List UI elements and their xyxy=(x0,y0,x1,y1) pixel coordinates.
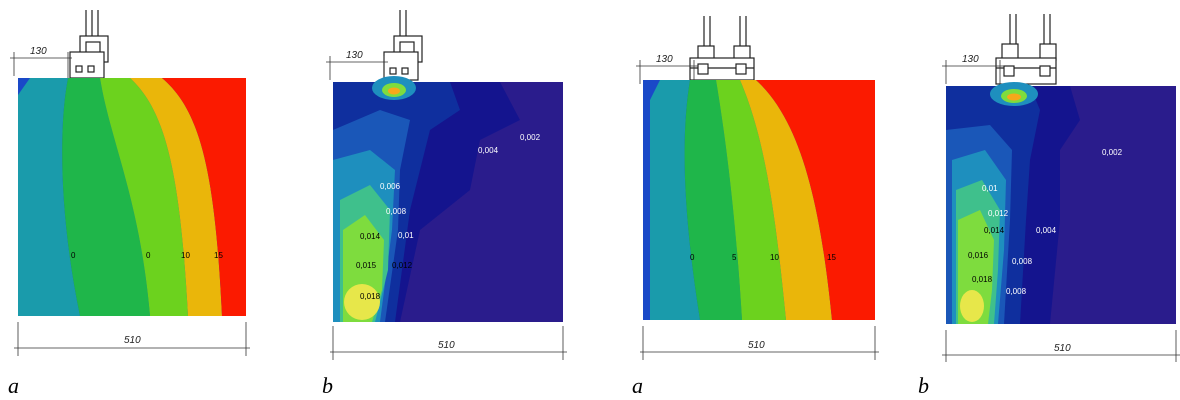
panel-caption: b xyxy=(322,373,333,398)
zone-3 xyxy=(716,80,786,320)
contour-label: 0,01 xyxy=(398,231,414,240)
contour-label: 0 xyxy=(71,251,76,260)
contour-label: 10 xyxy=(181,251,190,260)
contour-label: 0,004 xyxy=(1036,226,1057,235)
zone-4 xyxy=(740,80,832,320)
hotspot-core xyxy=(388,87,400,95)
bottom-dimension-text: 510 xyxy=(438,340,455,351)
contour-label: 0,012 xyxy=(988,209,1009,218)
contour-label: 0,012 xyxy=(392,261,413,270)
hotspot-core xyxy=(1007,93,1021,101)
zone-2 xyxy=(62,78,150,316)
zone-7 xyxy=(344,284,380,320)
panel-caption: a xyxy=(632,373,643,398)
contour-label: 0,008 xyxy=(1006,287,1027,296)
contour-label: 15 xyxy=(827,253,836,262)
top-dimension-2: 130 xyxy=(326,50,388,82)
top-dimension-4: 130 xyxy=(942,54,1004,86)
contour-label: 0,004 xyxy=(478,146,499,155)
window-frame-4 xyxy=(995,14,1057,85)
panel-caption: a xyxy=(8,373,19,398)
top-dimension-text: 130 xyxy=(656,54,673,65)
zone-7 xyxy=(960,290,984,322)
contour-label: 0,014 xyxy=(360,232,381,241)
zone-5 xyxy=(756,80,875,320)
contour-label: 0,018 xyxy=(972,275,993,284)
contour-label: 0,002 xyxy=(1102,148,1123,157)
zone-4 xyxy=(130,78,222,316)
contour-label: 0,016 xyxy=(968,251,989,260)
panel-2: 130 0,002 0,004 0,006 0,008 0,014 0,01 0… xyxy=(322,10,567,398)
top-dimension-3: 130 xyxy=(636,54,698,84)
top-dimension-1: 130 xyxy=(10,46,72,78)
top-dimension-text: 130 xyxy=(346,50,363,61)
contour-label: 0,002 xyxy=(520,133,541,142)
panel-caption: b xyxy=(918,373,929,398)
contour-label: 0,008 xyxy=(386,207,407,216)
bottom-dimension-2: 510 xyxy=(330,326,567,360)
panel-4: 130 0,002 0,01 0,012 0,014 0,004 0,016 0… xyxy=(918,14,1180,398)
humidity-field-2: 0,002 0,004 0,006 0,008 0,014 0,01 0,015… xyxy=(333,76,563,322)
temperature-field-3: 0 5 10 15 xyxy=(643,80,875,320)
zone-1 xyxy=(650,80,700,320)
panel-3: 130 0 5 10 15 510 a xyxy=(632,16,879,398)
contour-label: 0,008 xyxy=(1012,257,1033,266)
humidity-field-4: 0,002 0,01 0,012 0,014 0,004 0,016 0,008… xyxy=(946,82,1176,324)
window-frame-2 xyxy=(383,10,423,81)
temperature-field-1: 0 0 10 15 xyxy=(18,78,246,316)
zone-2 xyxy=(684,80,742,320)
zone-5 xyxy=(162,78,246,316)
zone-1 xyxy=(18,78,80,316)
contour-label: 0,018 xyxy=(360,292,381,301)
bottom-dimension-3: 510 xyxy=(640,326,879,360)
window-frame-1 xyxy=(69,10,109,79)
contour-label: 5 xyxy=(732,253,737,262)
contour-label: 0,014 xyxy=(984,226,1005,235)
bottom-dimension-text: 510 xyxy=(1054,343,1071,354)
bottom-dimension-text: 510 xyxy=(124,335,141,346)
bottom-dimension-text: 510 xyxy=(748,340,765,351)
contour-label: 0,006 xyxy=(380,182,401,191)
panel-1: 130 0 0 10 15 510 a xyxy=(8,10,250,398)
contour-label: 10 xyxy=(770,253,779,262)
contour-label: 0 xyxy=(690,253,695,262)
contour-label: 15 xyxy=(214,251,223,260)
contour-label: 0 xyxy=(146,251,151,260)
zone-3 xyxy=(100,78,188,316)
contour-label: 0,01 xyxy=(982,184,998,193)
top-dimension-text: 130 xyxy=(30,46,47,57)
bottom-dimension-4: 510 xyxy=(942,330,1180,362)
bottom-dimension-1: 510 xyxy=(14,322,250,356)
contour-label: 0,015 xyxy=(356,261,377,270)
window-frame-3 xyxy=(689,16,755,81)
top-dimension-text: 130 xyxy=(962,54,979,65)
